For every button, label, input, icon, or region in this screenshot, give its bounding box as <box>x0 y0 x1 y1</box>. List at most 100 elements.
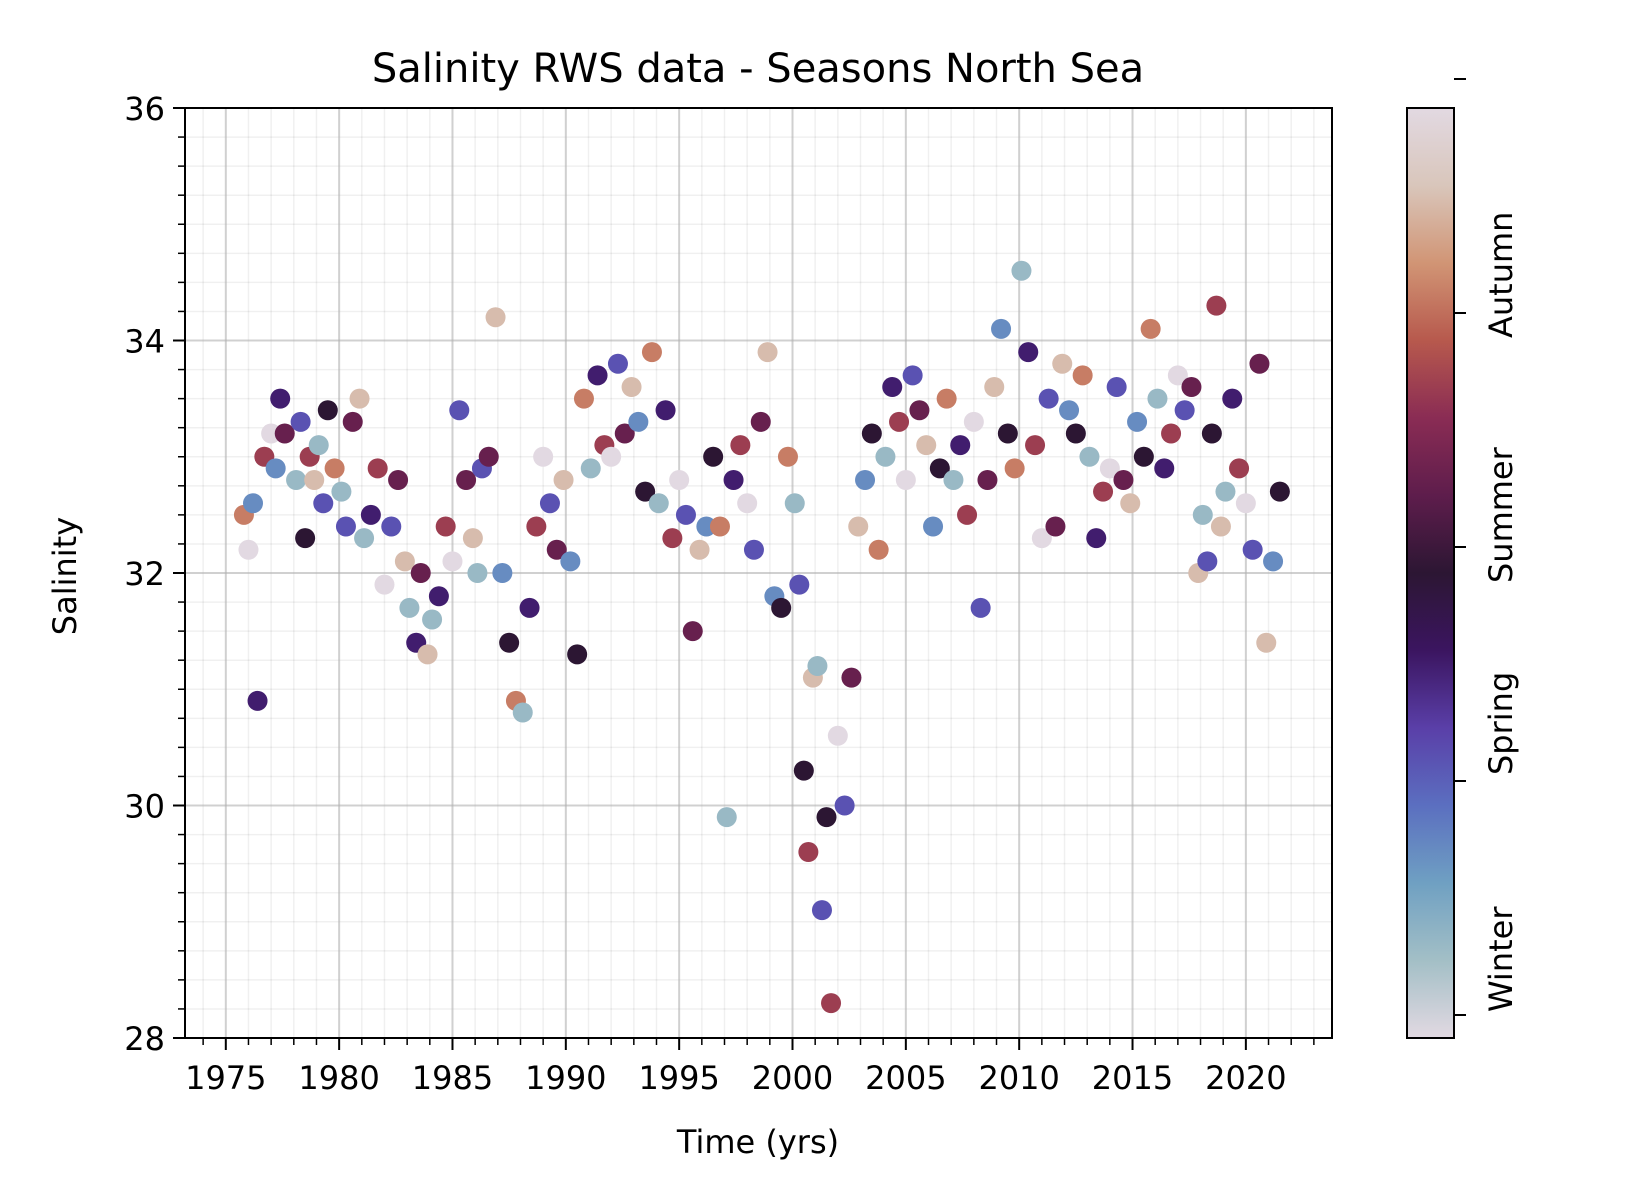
tick-label-y: 30 <box>124 788 165 826</box>
data-point <box>648 493 669 514</box>
data-point <box>317 400 338 421</box>
data-point <box>601 446 622 467</box>
data-point <box>553 470 574 490</box>
data-point <box>533 446 554 467</box>
data-point <box>1086 528 1107 549</box>
data-point <box>841 667 862 688</box>
data-point <box>560 551 581 572</box>
data-point <box>324 458 345 479</box>
data-point <box>807 656 828 676</box>
data-point <box>709 516 730 537</box>
data-point <box>381 516 402 537</box>
data-point <box>875 446 896 467</box>
data-point <box>1025 435 1046 456</box>
data-point <box>757 342 778 363</box>
data-point <box>703 446 724 467</box>
tick-label-y: 32 <box>124 555 165 593</box>
data-point <box>784 493 805 514</box>
colorbar-label-winter: Winter <box>1482 906 1520 1012</box>
data-point <box>1242 539 1263 560</box>
data-point <box>777 446 798 467</box>
data-point <box>388 470 409 490</box>
data-point <box>1181 377 1202 397</box>
colorbar-gradient <box>1406 107 1455 1039</box>
data-point <box>750 411 771 432</box>
data-point <box>243 493 264 514</box>
data-point <box>1127 411 1148 432</box>
data-point <box>655 400 676 421</box>
data-point <box>855 470 876 490</box>
data-point <box>580 458 601 479</box>
colorbar: Winter Spring Summer Autumn <box>1406 78 1520 1039</box>
data-point <box>662 528 683 549</box>
data-point <box>882 377 903 397</box>
data-point <box>335 516 356 537</box>
y-axis: 28 30 32 34 36 <box>124 90 185 1058</box>
data-point <box>977 470 998 490</box>
data-point <box>723 470 744 490</box>
data-point <box>1161 423 1182 444</box>
data-point <box>1140 318 1161 339</box>
data-point <box>286 470 307 490</box>
data-point <box>1079 446 1100 467</box>
data-point <box>737 493 758 514</box>
data-point <box>567 644 588 665</box>
tick-label-y: 36 <box>124 90 165 128</box>
data-point <box>798 842 819 862</box>
tick-label-x: 1975 <box>185 1059 266 1097</box>
data-point <box>526 516 547 537</box>
data-point <box>1235 493 1256 514</box>
data-point <box>573 388 594 409</box>
tick-label-x: 1995 <box>638 1059 719 1097</box>
tick-label-x: 2020 <box>1205 1059 1286 1097</box>
tick-label-x: 2000 <box>752 1059 833 1097</box>
data-point <box>546 539 567 560</box>
data-point <box>689 539 710 560</box>
data-point <box>354 528 375 549</box>
data-point <box>1206 295 1227 316</box>
data-point <box>238 539 259 560</box>
data-point <box>1038 388 1059 409</box>
data-point <box>349 388 370 409</box>
data-point <box>1052 353 1073 374</box>
data-point <box>1059 400 1080 421</box>
data-point <box>1099 458 1120 479</box>
data-point <box>970 597 991 618</box>
data-point <box>827 725 848 746</box>
data-point <box>1263 551 1284 572</box>
data-point <box>295 528 316 549</box>
data-point <box>821 993 842 1014</box>
data-point <box>1045 516 1066 537</box>
data-point <box>607 353 628 374</box>
data-point <box>957 504 978 525</box>
data-point <box>902 365 923 386</box>
data-point <box>1167 365 1188 386</box>
data-point <box>1269 481 1290 502</box>
data-point <box>360 504 381 525</box>
data-point <box>861 423 882 444</box>
x-axis-label: Time (yrs) <box>676 1123 839 1161</box>
data-point <box>367 458 388 479</box>
data-point <box>1249 353 1270 374</box>
data-point <box>923 516 944 537</box>
data-point <box>771 597 792 618</box>
data-point <box>274 423 295 444</box>
data-point <box>1256 632 1277 653</box>
chart-title: Salinity RWS data - Seasons North Sea <box>372 46 1144 92</box>
data-point <box>417 644 438 665</box>
data-point <box>1154 458 1175 479</box>
data-point <box>1018 342 1039 363</box>
data-point <box>675 504 696 525</box>
data-points <box>233 260 1290 1014</box>
data-point <box>265 458 286 479</box>
data-point <box>621 377 642 397</box>
data-point <box>456 470 477 490</box>
tick-label-x: 1990 <box>525 1059 606 1097</box>
colorbar-ticks <box>1454 78 1466 1016</box>
data-point <box>410 563 431 583</box>
data-point <box>428 586 449 607</box>
data-point <box>399 597 420 618</box>
data-point <box>422 609 443 630</box>
data-point <box>635 481 656 502</box>
